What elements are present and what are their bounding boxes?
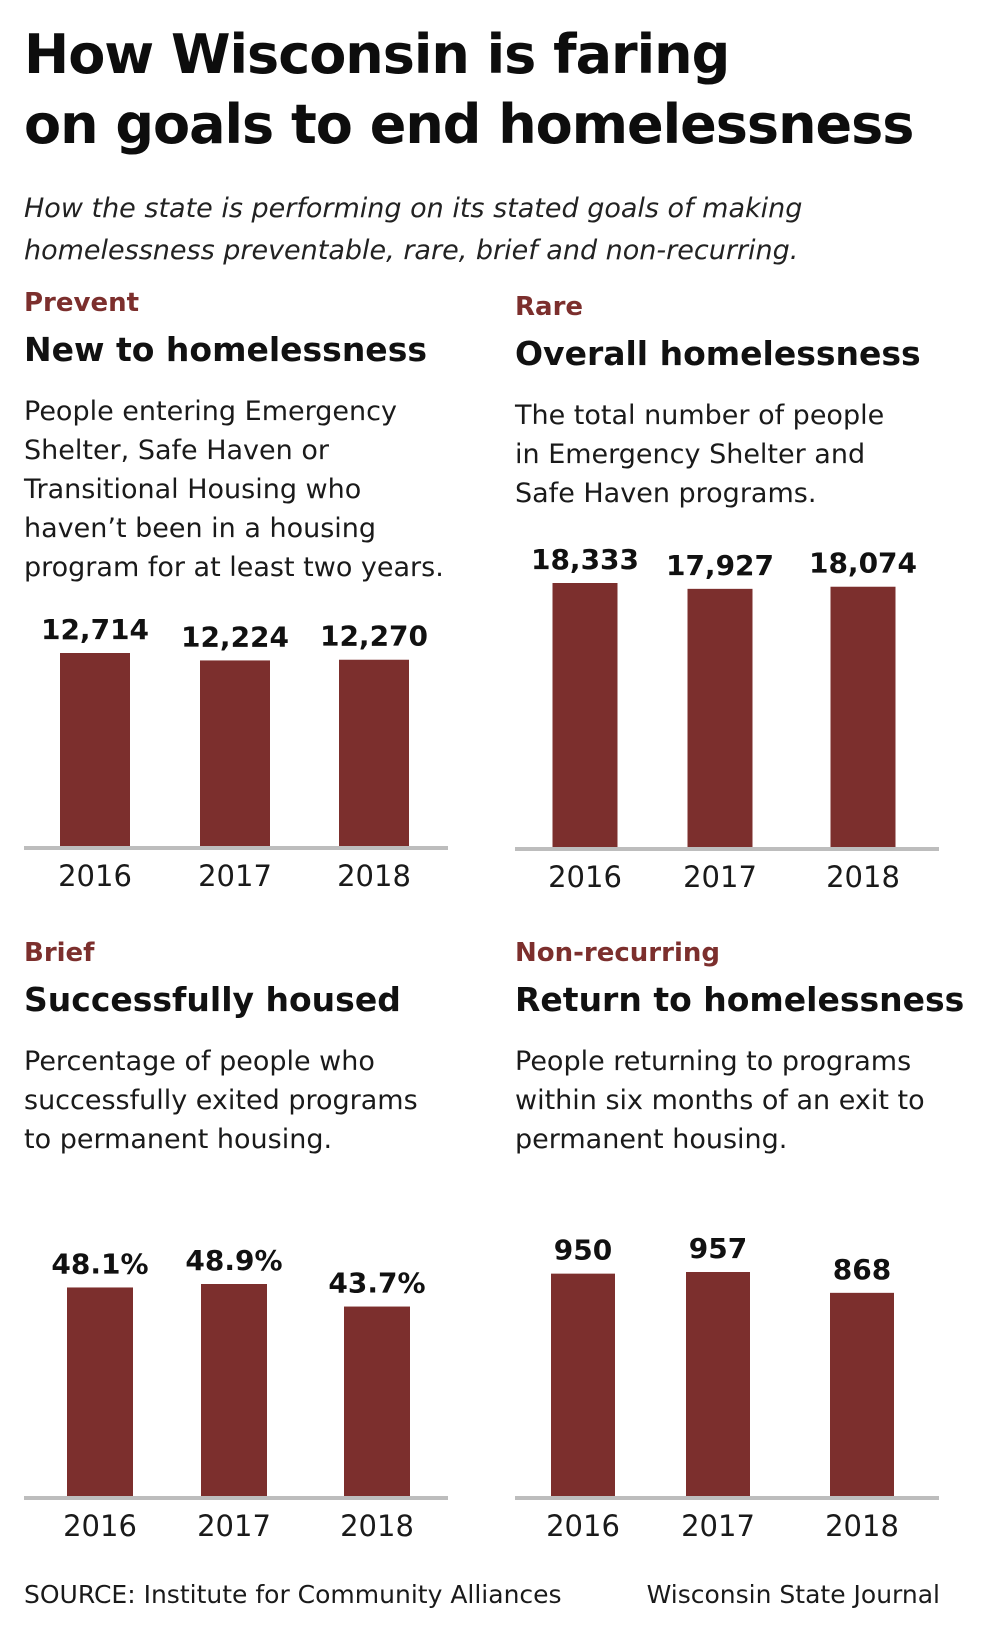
panel-non-recurring: Non-recurring Return to homelessness Peo… xyxy=(515,936,965,1556)
description-line: haven’t been in a housing xyxy=(24,513,377,544)
panel-category: Rare xyxy=(515,292,584,322)
description-line: permanent housing. xyxy=(515,1124,788,1155)
bar-2017 xyxy=(200,660,270,846)
page-title: How Wisconsin is faring on goals to end … xyxy=(24,20,984,160)
bar-2016 xyxy=(60,653,130,846)
x-tick-label: 2016 xyxy=(548,860,622,894)
x-tick-label: 2016 xyxy=(58,859,132,893)
panel-rare: Rare Overall homelessness The total numb… xyxy=(515,290,965,910)
panel-title: Return to homelessness xyxy=(515,980,965,1019)
bar-2017 xyxy=(687,588,753,847)
x-tick-label: 2018 xyxy=(337,859,411,893)
bar-chart-brief: 48.1% 2016 48.9% 2017 43.7% 2018 xyxy=(24,1244,448,1543)
panel-description: People returning to programs within six … xyxy=(515,1042,965,1159)
title-line-1: How Wisconsin is faring xyxy=(24,23,730,86)
description-line: Transitional Housing who xyxy=(24,474,362,505)
description-line: People returning to programs xyxy=(515,1046,912,1077)
bar-2017 xyxy=(201,1284,267,1496)
data-label: 18,074 xyxy=(809,547,917,580)
description-line: within six months of an exit to xyxy=(515,1085,925,1116)
data-label: 17,927 xyxy=(666,549,774,582)
bar-2018 xyxy=(830,586,896,847)
data-label: 12,270 xyxy=(320,620,428,653)
x-tick-label: 2018 xyxy=(826,860,900,894)
x-tick-label: 2017 xyxy=(683,860,757,894)
description-line: successfully exited programs xyxy=(24,1085,418,1116)
description-line: Shelter, Safe Haven or xyxy=(24,435,329,466)
data-label: 957 xyxy=(689,1232,747,1265)
bar-2018 xyxy=(830,1292,894,1496)
x-tick-label: 2016 xyxy=(546,1509,620,1543)
panel-description: The total number of people in Emergency … xyxy=(515,396,965,513)
data-label: 18,333 xyxy=(531,543,639,576)
bar-2018 xyxy=(344,1306,410,1496)
description-line: The total number of people xyxy=(515,400,885,431)
description-line: People entering Emergency xyxy=(24,396,397,427)
x-tick-label: 2018 xyxy=(340,1509,414,1543)
bar-2016 xyxy=(67,1287,133,1496)
data-label: 12,714 xyxy=(41,613,149,646)
bar-2017 xyxy=(686,1272,750,1496)
description-line: Percentage of people who xyxy=(24,1046,375,1077)
bar-2016 xyxy=(552,583,618,847)
data-label: 48.1% xyxy=(51,1247,148,1280)
panel-prevent: Prevent New to homelessness People enter… xyxy=(24,286,474,906)
description-line: program for at least two years. xyxy=(24,552,444,583)
panel-category: Brief xyxy=(24,938,95,968)
data-label: 12,224 xyxy=(181,620,289,653)
data-label: 48.9% xyxy=(185,1244,282,1277)
source-note: SOURCE: Institute for Community Alliance… xyxy=(24,1580,562,1609)
description-line: Safe Haven programs. xyxy=(515,478,817,509)
panel-description: People entering Emergency Shelter, Safe … xyxy=(24,392,474,587)
publisher-credit: Wisconsin State Journal xyxy=(646,1580,940,1609)
x-tick-label: 2017 xyxy=(681,1509,755,1543)
title-line-2: on goals to end homelessness xyxy=(24,93,914,156)
panel-category: Prevent xyxy=(24,288,140,318)
panel-title: Successfully housed xyxy=(24,980,401,1019)
panel-brief: Brief Successfully housed Percentage of … xyxy=(24,936,474,1556)
subtitle-line-1: How the state is performing on its state… xyxy=(24,193,803,224)
x-tick-label: 2018 xyxy=(825,1509,899,1543)
x-tick-label: 2016 xyxy=(63,1509,137,1543)
x-tick-label: 2017 xyxy=(197,1509,271,1543)
panel-title: New to homelessness xyxy=(24,330,427,369)
description-line: in Emergency Shelter and xyxy=(515,439,866,470)
panel-description: Percentage of people who successfully ex… xyxy=(24,1042,474,1159)
data-label: 950 xyxy=(554,1234,612,1267)
page-subtitle: How the state is performing on its state… xyxy=(24,188,924,272)
bar-chart-rare: 18,333 2016 17,927 2017 18,074 2018 xyxy=(515,543,939,894)
panel-category: Non-recurring xyxy=(515,938,720,968)
data-label: 43.7% xyxy=(328,1267,425,1300)
bar-chart-non-recurring: 950 2016 957 2017 868 2018 xyxy=(515,1232,939,1543)
bar-2018 xyxy=(339,659,409,846)
bar-2016 xyxy=(551,1273,615,1496)
subtitle-line-2: homelessness preventable, rare, brief an… xyxy=(24,235,799,266)
panel-title: Overall homelessness xyxy=(515,334,921,373)
data-label: 868 xyxy=(833,1253,891,1286)
x-tick-label: 2017 xyxy=(198,859,272,893)
bar-chart-prevent: 12,714 2016 12,224 2017 12,270 2018 xyxy=(24,613,448,893)
description-line: to permanent housing. xyxy=(24,1124,333,1155)
